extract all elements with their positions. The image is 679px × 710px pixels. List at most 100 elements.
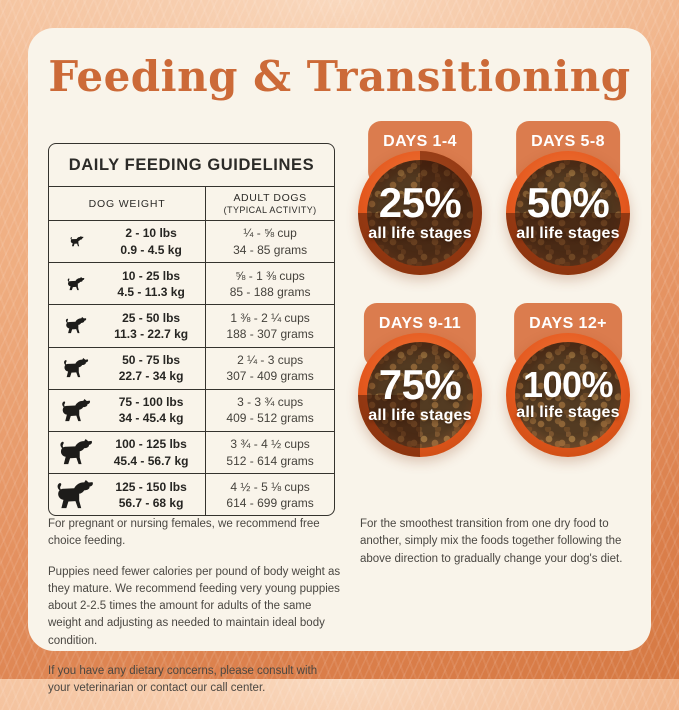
dog-weight-cell: 100 - 125 lbs 45.4 - 56.7 kg	[49, 431, 207, 474]
column-header-dog-weight: DOG WEIGHT	[49, 187, 207, 220]
amount-cell: ¼ - ⅝ cup 34 - 85 grams	[206, 221, 334, 262]
amount-cups: ¼ - ⅝ cup	[243, 226, 297, 241]
weight-text: 125 - 150 lbs 56.7 - 68 kg	[105, 479, 205, 511]
transition-step: DAYS 9-11 75% all life stages	[346, 303, 494, 485]
transition-step: DAYS 5-8 50% all life stages	[494, 121, 642, 303]
amount-cell: 1 ⅜ - 2 ¼ cups 188 - 307 grams	[206, 305, 334, 346]
dog-icon	[49, 439, 105, 466]
days-label: DAYS 5-8	[531, 133, 605, 150]
table-row: 10 - 25 lbs 4.5 - 11.3 kg ⅝ - 1 ⅜ cups 8…	[49, 263, 334, 306]
weight-kg: 22.7 - 34 kg	[118, 369, 184, 384]
mix-percent: 50%	[526, 179, 610, 227]
weight-lbs: 125 - 150 lbs	[115, 479, 187, 494]
bowl-caption: 50% all life stages	[506, 151, 630, 275]
transition-note: For the smoothest transition from one dr…	[360, 518, 623, 565]
kibble-texture	[367, 160, 473, 266]
dog-weight-cell: 75 - 100 lbs 34 - 45.4 kg	[49, 389, 207, 431]
amount-grams: 307 - 409 grams	[226, 369, 314, 384]
dog-weight-cell: 125 - 150 lbs 56.7 - 68 kg	[49, 474, 207, 516]
food-bowl: 50% all life stages	[506, 151, 630, 275]
transition-step: DAYS 12+ 100% all life stages	[494, 303, 642, 485]
mix-percent: 100%	[522, 363, 614, 405]
weight-lbs: 2 - 10 lbs	[125, 226, 177, 241]
amount-cups: 2 ¼ - 3 cups	[237, 352, 304, 367]
weight-kg: 45.4 - 56.7 kg	[113, 453, 189, 468]
mix-ratio-shade	[506, 151, 630, 275]
amount-grams: 614 - 699 grams	[226, 495, 314, 510]
food-bowl: 75% all life stages	[358, 333, 482, 457]
column-header-adult-dogs-line1: ADULT DOGS	[233, 192, 307, 204]
product-infographic: { "page": { "title": "Feeding & Transiti…	[0, 0, 679, 694]
amount-grams: 188 - 307 grams	[226, 326, 314, 341]
weight-kg: 0.9 - 4.5 kg	[120, 242, 182, 257]
days-label: DAYS 1-4	[383, 133, 457, 150]
weight-text: 100 - 125 lbs 45.4 - 56.7 kg	[105, 436, 205, 468]
weight-kg: 56.7 - 68 kg	[118, 495, 184, 510]
amount-grams: 85 - 188 grams	[229, 284, 311, 299]
bowl-caption: 75% all life stages	[358, 333, 482, 457]
amount-cups: ⅝ - 1 ⅜ cups	[235, 268, 305, 283]
amount-cell: 4 ½ - 5 ⅛ cups 614 - 699 grams	[206, 474, 334, 515]
table-column-headers: DOG WEIGHT ADULT DOGS (TYPICAL ACTIVITY)	[49, 187, 334, 221]
note-pregnant-nursing: For pregnant or nursing females, we reco…	[48, 518, 320, 548]
weight-lbs: 10 - 25 lbs	[122, 268, 181, 283]
weight-text: 25 - 50 lbs 11.3 - 22.7 kg	[105, 310, 205, 342]
kibble-texture	[515, 342, 621, 448]
note-puppies: Puppies need fewer calories per pound of…	[48, 565, 341, 647]
column-header-adult-dogs-line2: (TYPICAL ACTIVITY)	[223, 205, 317, 215]
mix-ratio-shade	[506, 333, 630, 457]
amount-cell: 3 - 3 ¾ cups 409 - 512 grams	[206, 390, 334, 431]
amount-cups: 1 ⅜ - 2 ¼ cups	[230, 310, 310, 325]
dog-icon	[49, 276, 105, 291]
dog-icon	[49, 479, 105, 510]
table-row: 125 - 150 lbs 56.7 - 68 kg 4 ½ - 5 ⅛ cup…	[49, 474, 334, 516]
bowl-caption: 25% all life stages	[358, 151, 482, 275]
mix-ratio-shade	[358, 151, 482, 275]
kibble-texture	[515, 160, 621, 266]
weight-lbs: 50 - 75 lbs	[122, 352, 181, 367]
mix-ratio-shade	[358, 333, 482, 457]
weight-kg: 4.5 - 11.3 kg	[117, 284, 185, 299]
kibble-texture	[367, 342, 473, 448]
table-row: 75 - 100 lbs 34 - 45.4 kg 3 - 3 ¾ cups 4…	[49, 389, 334, 432]
feeding-guidelines-table: DAILY FEEDING GUIDELINES DOG WEIGHT ADUL…	[48, 143, 335, 517]
weight-kg: 34 - 45.4 kg	[118, 411, 184, 426]
dog-icon	[49, 317, 105, 334]
weight-text: 50 - 75 lbs 22.7 - 34 kg	[105, 352, 205, 384]
life-stages-label: all life stages	[368, 224, 472, 242]
weight-lbs: 25 - 50 lbs	[122, 310, 181, 325]
feeding-table-body: 2 - 10 lbs 0.9 - 4.5 kg ¼ - ⅝ cup 34 - 8…	[49, 221, 334, 516]
table-row: 100 - 125 lbs 45.4 - 56.7 kg 3 ¾ - 4 ½ c…	[49, 431, 334, 475]
weight-text: 75 - 100 lbs 34 - 45.4 kg	[105, 394, 205, 426]
dog-weight-cell: 2 - 10 lbs 0.9 - 4.5 kg	[49, 221, 207, 263]
amount-cell: 2 ¼ - 3 cups 307 - 409 grams	[206, 348, 334, 389]
dog-weight-cell: 10 - 25 lbs 4.5 - 11.3 kg	[49, 263, 207, 305]
food-bowl: 25% all life stages	[358, 151, 482, 275]
food-bowl: 100% all life stages	[506, 333, 630, 457]
amount-grams: 512 - 614 grams	[226, 453, 314, 468]
weight-text: 10 - 25 lbs 4.5 - 11.3 kg	[105, 268, 205, 300]
dog-weight-cell: 25 - 50 lbs 11.3 - 22.7 kg	[49, 305, 207, 347]
transition-steps: DAYS 1-4 25% all life stages DAYS 5-8 50…	[346, 121, 642, 495]
table-title: DAILY FEEDING GUIDELINES	[49, 144, 334, 187]
table-row: 25 - 50 lbs 11.3 - 22.7 kg 1 ⅜ - 2 ¼ cup…	[49, 305, 334, 348]
weight-lbs: 100 - 125 lbs	[115, 437, 187, 452]
bowl-caption: 100% all life stages	[506, 333, 630, 457]
dog-icon	[49, 236, 105, 247]
mix-percent: 75%	[378, 361, 462, 409]
page-title: Feeding & Transitioning	[48, 52, 631, 101]
content-card: Feeding & Transitioning DAILY FEEDING GU…	[28, 28, 651, 694]
life-stages-label: all life stages	[516, 224, 620, 242]
life-stages-label: all life stages	[368, 406, 472, 424]
amount-grams: 34 - 85 grams	[233, 242, 308, 257]
amount-cell: ⅝ - 1 ⅜ cups 85 - 188 grams	[206, 263, 334, 304]
life-stages-label: all life stages	[516, 404, 620, 422]
amount-cups: 3 ¾ - 4 ½ cups	[230, 437, 310, 452]
transition-step: DAYS 1-4 25% all life stages	[346, 121, 494, 303]
note-dietary-concerns: If you have any dietary concerns, please…	[48, 664, 318, 694]
mix-percent: 25%	[378, 179, 462, 227]
column-header-adult-dogs: ADULT DOGS (TYPICAL ACTIVITY)	[206, 187, 334, 220]
dog-icon	[49, 398, 105, 422]
amount-cups: 4 ½ - 5 ⅛ cups	[230, 479, 310, 494]
dog-icon	[49, 358, 105, 378]
